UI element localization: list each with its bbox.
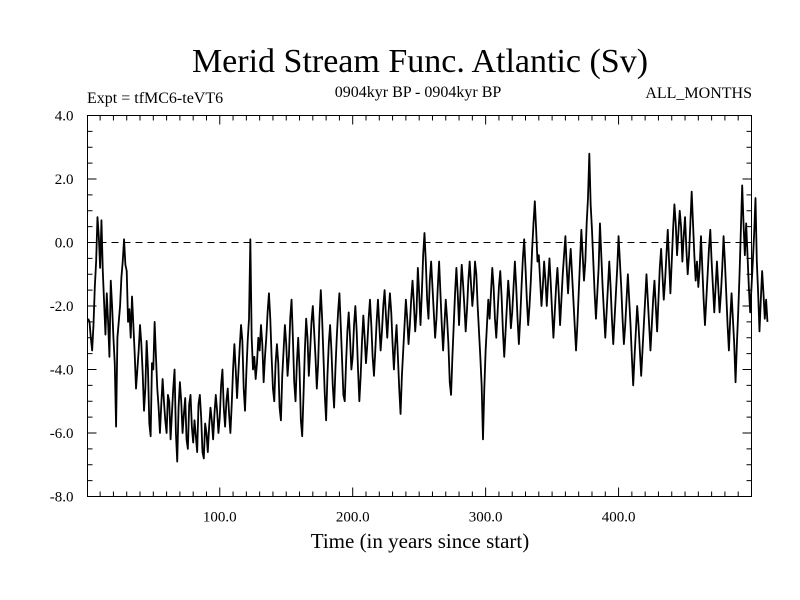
x-tick-label: 200.0 xyxy=(336,510,370,526)
x-tick-label: 400.0 xyxy=(602,510,636,526)
plot-frame xyxy=(87,115,752,497)
y-tick-label: 2.0 xyxy=(55,172,74,188)
x-axis: 100.0 200.0 300.0 400.0 xyxy=(99,115,739,526)
series-line xyxy=(87,152,769,463)
y-axis: 4.0 2.0 0.0 -2.0 -4.0 -6.0 -8.0 xyxy=(50,109,752,506)
chart-title: Merid Stream Func. Atlantic (Sv) xyxy=(192,43,648,80)
x-axis-label: Time (in years since start) xyxy=(311,529,530,553)
y-tick-label: -6.0 xyxy=(50,426,74,442)
y-tick-label: -2.0 xyxy=(50,299,74,315)
x-tick-label: 100.0 xyxy=(203,510,237,526)
y-tick-label: 0.0 xyxy=(55,236,74,252)
x-tick-label: 300.0 xyxy=(469,510,503,526)
experiment-label: Expt = tfMC6-teVT6 xyxy=(87,90,223,107)
y-tick-label: 4.0 xyxy=(55,109,74,125)
time-range-label: 0904kyr BP - 0904kyr BP xyxy=(335,84,502,101)
months-label: ALL_MONTHS xyxy=(645,85,752,102)
y-tick-label: -4.0 xyxy=(50,363,74,379)
y-tick-label: -8.0 xyxy=(50,490,74,506)
